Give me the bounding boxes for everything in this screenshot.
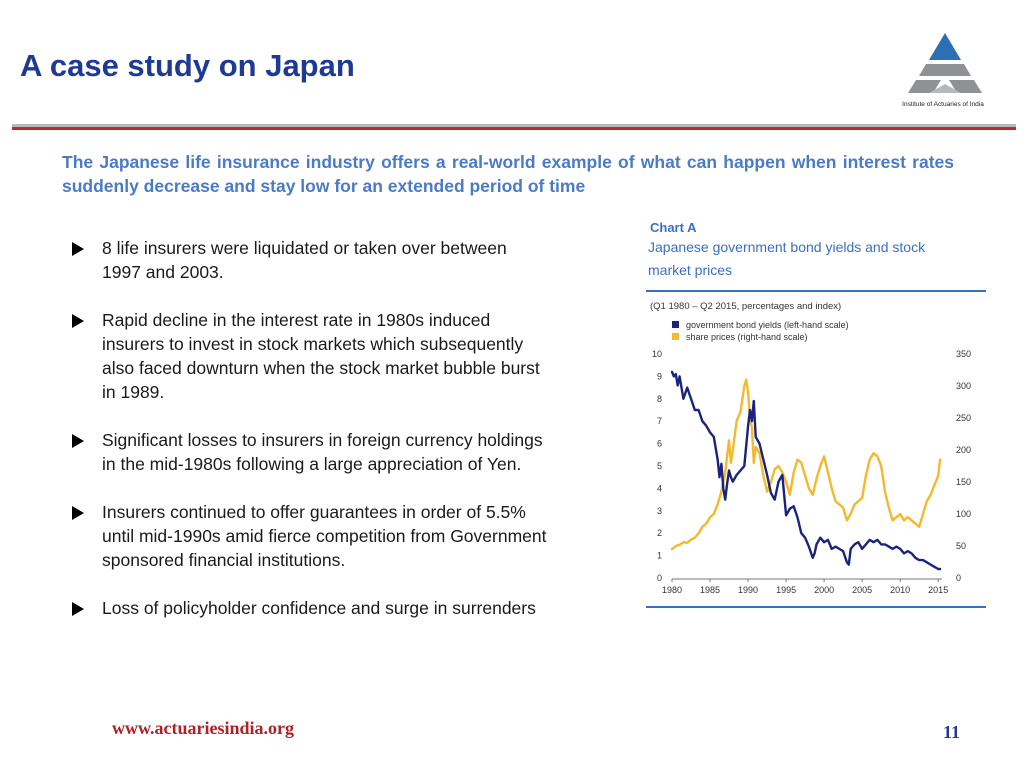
page-number: 11 bbox=[943, 722, 961, 742]
bullet-text: 8 life insurers were liquidated or taken… bbox=[102, 238, 507, 282]
y-right-tick-label: 100 bbox=[956, 509, 971, 519]
bullet-text: Loss of policyholder confidence and surg… bbox=[102, 598, 536, 618]
y-right-tick-label: 300 bbox=[956, 381, 971, 391]
y-left-tick-label: 1 bbox=[657, 551, 662, 561]
bullet-item: Insurers continued to offer guarantees i… bbox=[70, 500, 550, 572]
series-line-share-prices bbox=[670, 378, 942, 551]
chart-title: Japanese government bond yields and stoc… bbox=[648, 239, 926, 278]
bullet-text: Significant losses to insurers in foreig… bbox=[102, 430, 543, 474]
y-left-tick-label: 5 bbox=[657, 461, 662, 471]
y-left-tick-label: 7 bbox=[657, 416, 662, 426]
x-tick-label: 2010 bbox=[890, 585, 910, 595]
y-right-tick-label: 50 bbox=[956, 541, 966, 551]
bullet-item: 8 life insurers were liquidated or taken… bbox=[70, 236, 550, 284]
chart-svg: Chart A Japanese government bond yields … bbox=[646, 220, 986, 608]
bullet-arrow-icon bbox=[72, 602, 84, 616]
logo-triangle-icon bbox=[908, 33, 982, 93]
legend-swatch-share bbox=[672, 333, 679, 340]
legend-swatch-bond bbox=[672, 321, 679, 328]
y-right-tick-label: 150 bbox=[956, 477, 971, 487]
y-left-tick-label: 10 bbox=[652, 349, 662, 359]
institute-logo bbox=[893, 30, 998, 115]
y-left-tick-label: 2 bbox=[657, 528, 662, 538]
chart-title-wrap: Japanese government bond yields and stoc… bbox=[648, 239, 926, 278]
x-tick-label: 2015 bbox=[928, 585, 948, 595]
bullet-item: Significant losses to insurers in foreig… bbox=[70, 428, 550, 476]
series-layer bbox=[670, 370, 942, 571]
title-divider-grey bbox=[12, 124, 1016, 127]
x-tick-label: 1980 bbox=[662, 585, 682, 595]
x-tick-label: 1985 bbox=[700, 585, 720, 595]
x-tick-label: 2000 bbox=[814, 585, 834, 595]
bullet-text: Insurers continued to offer guarantees i… bbox=[102, 502, 547, 570]
series-line-bond-yields bbox=[670, 370, 942, 571]
y-right-tick-label: 0 bbox=[956, 573, 961, 583]
bullet-arrow-icon bbox=[72, 506, 84, 520]
bullet-arrow-icon bbox=[72, 314, 84, 328]
bullet-text: Rapid decline in the interest rate in 19… bbox=[102, 310, 540, 402]
y-left-tick-label: 6 bbox=[657, 439, 662, 449]
intro-text: The Japanese life insurance industry off… bbox=[62, 152, 954, 196]
bullet-list: 8 life insurers were liquidated or taken… bbox=[70, 236, 550, 644]
y-left-tick-label: 8 bbox=[657, 394, 662, 404]
legend-label-share: share prices (right-hand scale) bbox=[686, 332, 808, 342]
chart-subtitle: (Q1 1980 – Q2 2015, percentages and inde… bbox=[650, 301, 841, 312]
y-right-tick-label: 250 bbox=[956, 413, 971, 423]
bullet-arrow-icon bbox=[72, 434, 84, 448]
title-divider-red bbox=[12, 127, 1016, 130]
y-left-tick-label: 3 bbox=[657, 506, 662, 516]
y-left-tick-label: 0 bbox=[657, 573, 662, 583]
logo-caption: Institute of Actuaries of India bbox=[902, 101, 984, 108]
chart-label: Chart A bbox=[650, 220, 697, 235]
bullet-item: Rapid decline in the interest rate in 19… bbox=[70, 308, 550, 404]
y-left-tick-label: 9 bbox=[657, 371, 662, 381]
x-tick-label: 2005 bbox=[852, 585, 872, 595]
slide-title: A case study on Japan bbox=[20, 48, 355, 83]
footer-url[interactable]: www.actuariesindia.org bbox=[112, 718, 294, 738]
bullet-item: Loss of policyholder confidence and surg… bbox=[70, 596, 550, 620]
y-left-tick-label: 4 bbox=[657, 483, 662, 493]
x-tick-label: 1990 bbox=[738, 585, 758, 595]
bullet-arrow-icon bbox=[72, 242, 84, 256]
x-tick-label: 1995 bbox=[776, 585, 796, 595]
chart-a: Chart A Japanese government bond yields … bbox=[644, 212, 988, 612]
y-right-tick-label: 200 bbox=[956, 445, 971, 455]
y-right-tick-label: 350 bbox=[956, 349, 971, 359]
legend-label-bond: government bond yields (left-hand scale) bbox=[686, 320, 849, 330]
